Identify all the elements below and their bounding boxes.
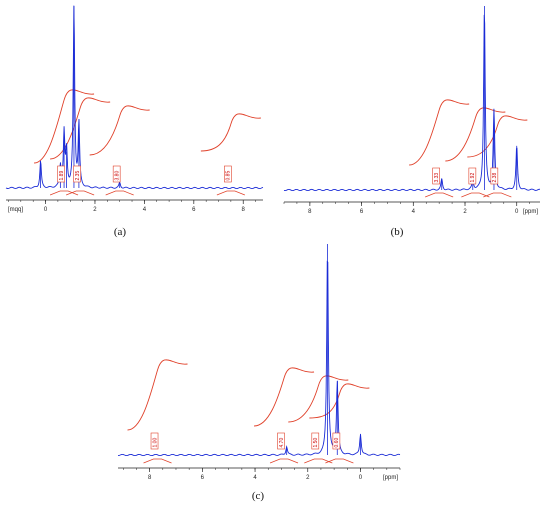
tick-label: 4 <box>143 207 147 213</box>
integral-curve <box>33 89 95 164</box>
integral-bracket <box>483 192 512 198</box>
integral-curve <box>89 105 150 156</box>
tick-label: 6 <box>360 209 364 215</box>
spectrum-panel-c: 8 6 4 2 0 [ppm] 1.00 4.70 1.50 0.60 <box>117 244 401 481</box>
integral-bracket <box>105 190 134 196</box>
integral-value-label: 2.35 <box>75 171 81 181</box>
integral-value-label: 0.60 <box>334 438 340 448</box>
tick-label: 8 <box>148 475 152 481</box>
tick-label: 6 <box>201 475 205 481</box>
x-axis-a: 0 2 4 6 8 [mqq] <box>6 199 263 213</box>
tick-label: 4 <box>253 475 257 481</box>
integral-box <box>150 432 159 450</box>
tick-label: 8 <box>308 209 312 215</box>
spectrum-panel-b: 8 6 4 2 0 [ppm] 3.33 1.92 2.38 <box>283 6 541 215</box>
panel-caption-a: (a) <box>114 226 127 238</box>
integral-bracket <box>425 192 454 198</box>
tick-label: 4 <box>412 209 416 215</box>
integral-box <box>112 165 121 183</box>
axis-unit-label: [ppm] <box>383 475 398 481</box>
integral-bracket <box>461 192 490 198</box>
integral-value-label: 1.92 <box>470 173 476 183</box>
integral-box <box>224 165 232 183</box>
integral-curve <box>127 359 188 431</box>
integral-curve <box>467 115 528 158</box>
x-axis-c: 8 6 4 2 0 [ppm] <box>118 467 401 481</box>
tick-label: 2 <box>306 475 310 481</box>
tick-label: 0 <box>515 209 519 215</box>
integral-labels-b: 3.33 1.92 2.38 <box>425 167 512 198</box>
tick-label: 0 <box>44 207 48 213</box>
integral-curve <box>309 383 370 419</box>
axis-unit-label: [mqq] <box>8 207 23 213</box>
tick-label: 2 <box>93 207 97 213</box>
integral-value-label: 4.70 <box>279 438 285 448</box>
spectrum-line <box>5 5 264 190</box>
integral-box <box>468 167 477 185</box>
integral-curve <box>288 375 349 423</box>
integral-box <box>73 165 81 183</box>
axis-unit-label: [ppm] <box>523 209 538 215</box>
integral-curve <box>200 113 261 152</box>
integral-value-label: 3.80 <box>114 171 120 181</box>
integral-value-label: 2.38 <box>492 173 498 183</box>
integral-curve <box>409 99 470 166</box>
integral-curves-c <box>127 359 370 431</box>
integral-bracket <box>269 458 299 464</box>
spectrum-line <box>117 260 401 457</box>
spectrum-panel-a: 0 2 4 6 8 [mqq] 1.89 2.35 3.80 0.85 <box>5 5 264 213</box>
integral-labels-a: 1.89 2.35 3.80 0.85 <box>49 165 246 196</box>
integral-curve <box>50 97 111 160</box>
panel-caption-c: (c) <box>252 490 265 502</box>
integral-box <box>332 432 341 450</box>
tick-label: 8 <box>242 207 246 213</box>
integral-value-label: 1.89 <box>59 171 65 181</box>
x-axis-b: 8 6 4 2 0 [ppm] <box>283 201 540 215</box>
tick-label: 6 <box>192 207 196 213</box>
integral-value-label: 1.50 <box>313 438 319 448</box>
integral-curves-a <box>33 89 261 164</box>
integral-box <box>57 165 65 183</box>
integral-labels-c: 1.00 4.70 1.50 0.60 <box>143 432 354 464</box>
integral-bracket <box>49 190 79 196</box>
integral-box <box>311 432 320 450</box>
tick-label: 2 <box>463 209 467 215</box>
integral-value-label: 3.33 <box>434 173 440 183</box>
integral-box <box>490 167 499 185</box>
integral-value-label: 1.00 <box>152 438 158 448</box>
integral-bracket <box>143 458 172 464</box>
panel-caption-b: (b) <box>391 226 404 238</box>
tick-label: 0 <box>359 475 363 481</box>
integral-bracket <box>325 458 354 464</box>
integral-box <box>432 167 440 185</box>
integral-bracket <box>304 458 333 464</box>
integral-curve <box>253 367 315 427</box>
integral-box <box>277 432 285 450</box>
integral-bracket <box>66 190 95 196</box>
integral-bracket <box>216 190 246 196</box>
integral-value-label: 0.85 <box>226 171 232 181</box>
